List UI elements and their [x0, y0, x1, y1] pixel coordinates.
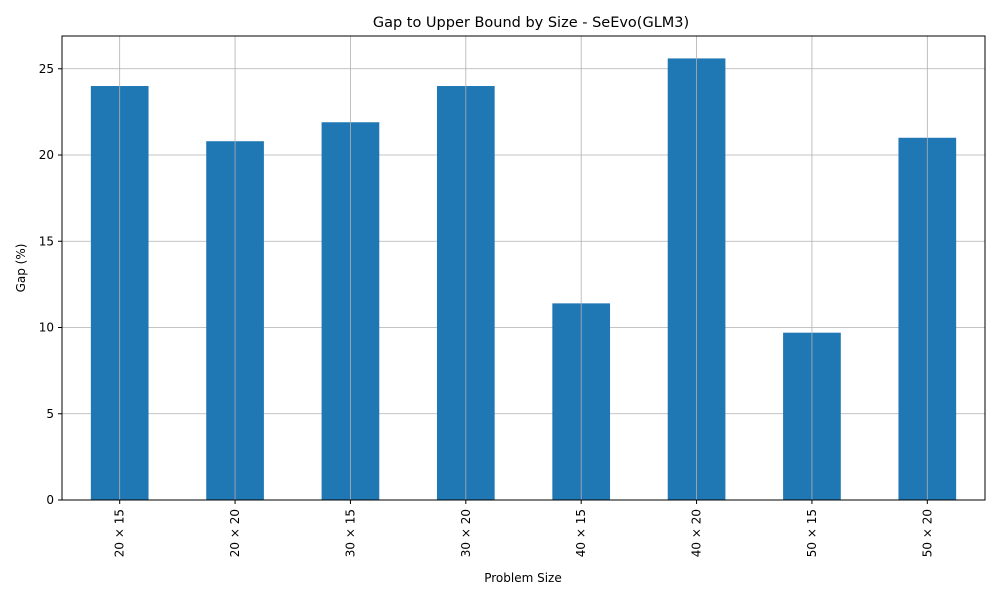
- x-tick-label: 30 × 20: [459, 509, 473, 557]
- x-tick-label: 30 × 15: [343, 509, 357, 557]
- x-tick-label: 20 × 20: [228, 509, 242, 557]
- y-tick-label: 15: [39, 234, 54, 248]
- y-tick-label: 5: [46, 407, 54, 421]
- y-tick-label: 20: [39, 148, 54, 162]
- y-tick-label: 10: [39, 321, 54, 335]
- y-tick-label: 0: [46, 493, 54, 507]
- y-axis-title: Gap (%): [14, 244, 28, 293]
- x-tick-label: 40 × 20: [690, 509, 704, 557]
- x-grid-lines: [119, 36, 928, 500]
- x-axis-title: Problem Size: [484, 571, 562, 585]
- plot-frame: [61, 35, 986, 501]
- x-axis-ticks: 20 × 15 20 × 20 30 × 15 30 × 20 40 × 15 40 × …: [113, 500, 934, 557]
- x-tick-label: 20 × 15: [113, 509, 127, 557]
- x-tick-label: 50 × 20: [920, 509, 934, 557]
- x-tick-label: 40 × 15: [574, 509, 588, 557]
- y-tick-label: 25: [39, 62, 54, 76]
- grid-lines: [62, 68, 985, 501]
- bars: [90, 58, 957, 500]
- y-axis-ticks: 0 5 10 15 20 25: [39, 62, 62, 507]
- x-tick-label: 50 × 15: [805, 509, 819, 557]
- chart-title: Gap to Upper Bound by Size - SeEvo(GLM3): [373, 15, 689, 31]
